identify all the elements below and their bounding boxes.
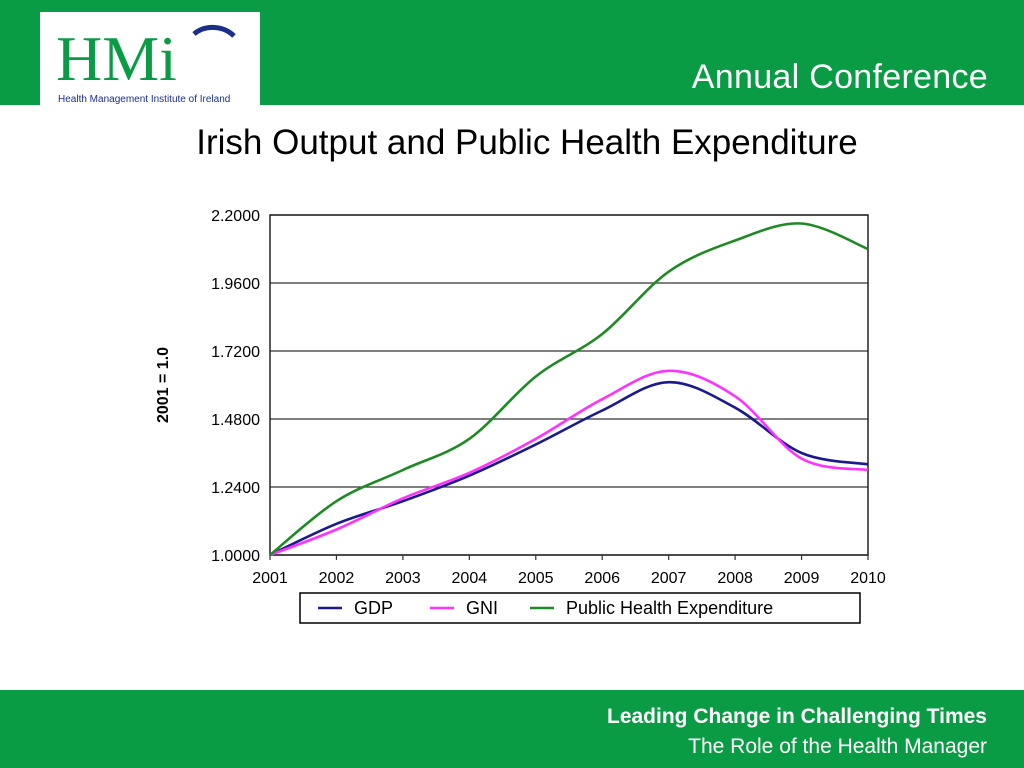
x-tick-label: 2004 (452, 570, 488, 587)
series-lines (269, 222, 869, 557)
x-tick-label: 2009 (784, 570, 820, 587)
slide-title: Irish Output and Public Health Expenditu… (196, 123, 858, 162)
footer-bar (0, 690, 1024, 768)
y-tick-labels: 1.0000 1.2400 1.4800 1.7200 1.9600 2.2000 (211, 208, 260, 565)
x-tick-label: 2002 (319, 570, 355, 587)
legend: GDP GNI Public Health Expenditure (299, 592, 861, 624)
logo-text: HMi (56, 23, 177, 94)
series-line-0 (269, 380, 869, 557)
x-tick-label: 2006 (584, 570, 620, 587)
y-tick-label: 1.9600 (211, 276, 260, 293)
legend-box (299, 592, 861, 624)
line-chart: 1.0000 1.2400 1.4800 1.7200 1.9600 2.2000 200… (155, 208, 886, 624)
y-axis-label: 2001 = 1.0 (155, 347, 172, 423)
x-tick-label: 2005 (518, 570, 554, 587)
y-tick-label: 1.7200 (211, 344, 260, 361)
x-tick-label: 2003 (385, 570, 421, 587)
logo-subtitle: Health Management Institute of Ireland (58, 94, 231, 105)
series-line-2 (269, 222, 869, 557)
grid-lines (270, 214, 868, 556)
legend-label: Public Health Expenditure (566, 598, 773, 618)
x-tick-label: 2008 (717, 570, 753, 587)
legend-label: GNI (466, 598, 498, 618)
hmi-logo-icon: HMi (56, 23, 236, 94)
footer-subtitle: The Role of the Health Manager (688, 735, 987, 758)
y-tick-label: 2.2000 (211, 208, 260, 225)
plot-frame (269, 214, 869, 556)
logo: HMi Health Management Institute of Irela… (40, 12, 260, 105)
footer-tagline: Leading Change in Challenging Times (607, 705, 987, 728)
y-tick-label: 1.4800 (211, 412, 260, 429)
conference-title: Annual Conference (691, 58, 988, 96)
y-tick-label: 1.2400 (211, 480, 260, 497)
legend-label: GDP (354, 598, 393, 618)
x-tick-label: 2001 (252, 570, 288, 587)
x-tick-label: 2007 (651, 570, 687, 587)
x-tick-labels: 2001 2002 2003 2004 2005 2006 2007 2008 2009 2010 (252, 555, 886, 587)
y-tick-label: 1.0000 (211, 548, 260, 565)
series-line-1 (269, 369, 869, 557)
x-tick-label: 2010 (850, 570, 886, 587)
